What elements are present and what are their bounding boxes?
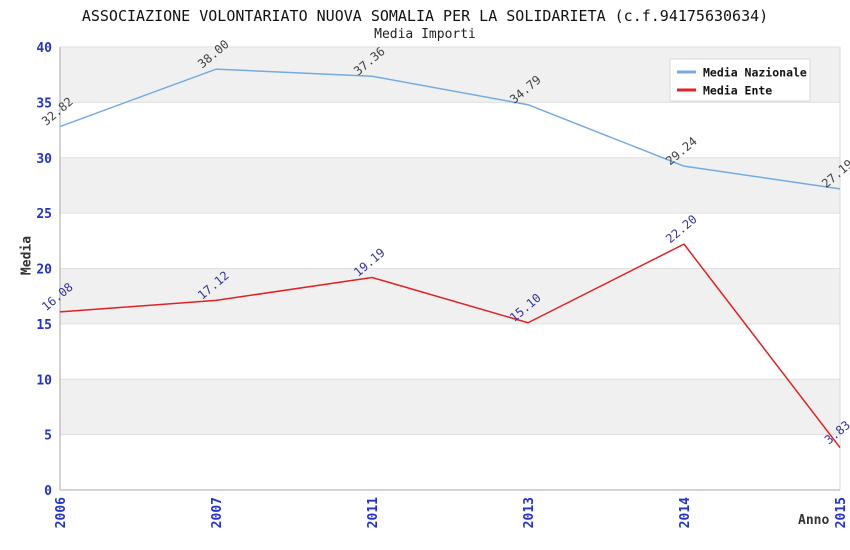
y-axis-tick-label: 0 — [44, 484, 52, 499]
x-axis-tick-label: 2014 — [678, 497, 693, 528]
legend-label-media-ente: Media Ente — [703, 84, 772, 98]
x-axis-tick-label: 2007 — [210, 497, 225, 528]
y-axis-tick-label: 5 — [44, 429, 52, 444]
chart-title: ASSOCIAZIONE VOLONTARIATO NUOVA SOMALIA … — [81, 7, 769, 25]
series-line-media-nazionale — [59, 68, 841, 190]
plot-band — [60, 213, 840, 269]
y-axis-tick-label: 10 — [36, 373, 52, 388]
y-axis-tick-label: 35 — [36, 96, 52, 111]
y-axis-tick-label: 20 — [36, 263, 52, 278]
legend-label-media-nazionale: Media Nazionale — [703, 66, 807, 80]
plot-band — [60, 102, 840, 158]
x-axis-tick-label: 2013 — [522, 497, 537, 528]
x-axis-tick-label: 2015 — [834, 497, 849, 528]
x-axis-title: Anno — [798, 513, 830, 528]
plot-band — [60, 434, 840, 490]
plot-band — [60, 157, 840, 214]
y-axis-tick-label: 30 — [36, 152, 52, 167]
x-axis-tick-label: 2006 — [54, 497, 69, 528]
y-axis-tick-label: 25 — [36, 207, 52, 222]
plot-band — [60, 379, 840, 435]
x-axis-tick-label: 2011 — [366, 497, 381, 528]
chart-subtitle: Media Importi — [374, 27, 476, 42]
y-axis-tick-label: 40 — [36, 41, 52, 56]
y-axis-tick-label: 15 — [36, 318, 52, 333]
plot-band — [60, 323, 840, 380]
legend-box — [669, 58, 811, 102]
series-line-media-ente — [59, 243, 841, 449]
